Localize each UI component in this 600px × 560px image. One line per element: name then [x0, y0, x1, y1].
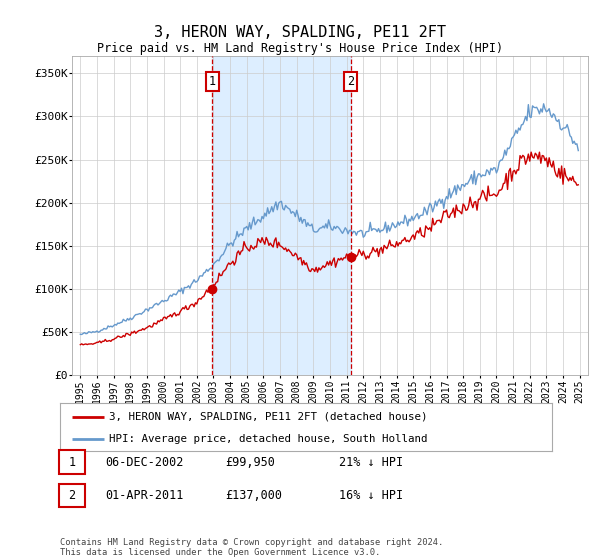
Text: 3, HERON WAY, SPALDING, PE11 2FT (detached house): 3, HERON WAY, SPALDING, PE11 2FT (detach…: [109, 412, 428, 422]
Text: 06-DEC-2002: 06-DEC-2002: [105, 455, 184, 469]
Text: Price paid vs. HM Land Registry's House Price Index (HPI): Price paid vs. HM Land Registry's House …: [97, 42, 503, 55]
Text: 2: 2: [347, 76, 355, 88]
Text: 1: 1: [68, 455, 76, 469]
Text: £99,950: £99,950: [225, 455, 275, 469]
Text: 2: 2: [68, 489, 76, 502]
Text: Contains HM Land Registry data © Crown copyright and database right 2024.
This d: Contains HM Land Registry data © Crown c…: [60, 538, 443, 557]
Text: 1: 1: [209, 76, 216, 88]
Bar: [212, 56, 351, 375]
Text: HPI: Average price, detached house, South Holland: HPI: Average price, detached house, Sout…: [109, 434, 428, 444]
Text: 16% ↓ HPI: 16% ↓ HPI: [339, 489, 403, 502]
Text: 3, HERON WAY, SPALDING, PE11 2FT: 3, HERON WAY, SPALDING, PE11 2FT: [154, 25, 446, 40]
Text: £137,000: £137,000: [225, 489, 282, 502]
Text: 21% ↓ HPI: 21% ↓ HPI: [339, 455, 403, 469]
Text: 01-APR-2011: 01-APR-2011: [105, 489, 184, 502]
